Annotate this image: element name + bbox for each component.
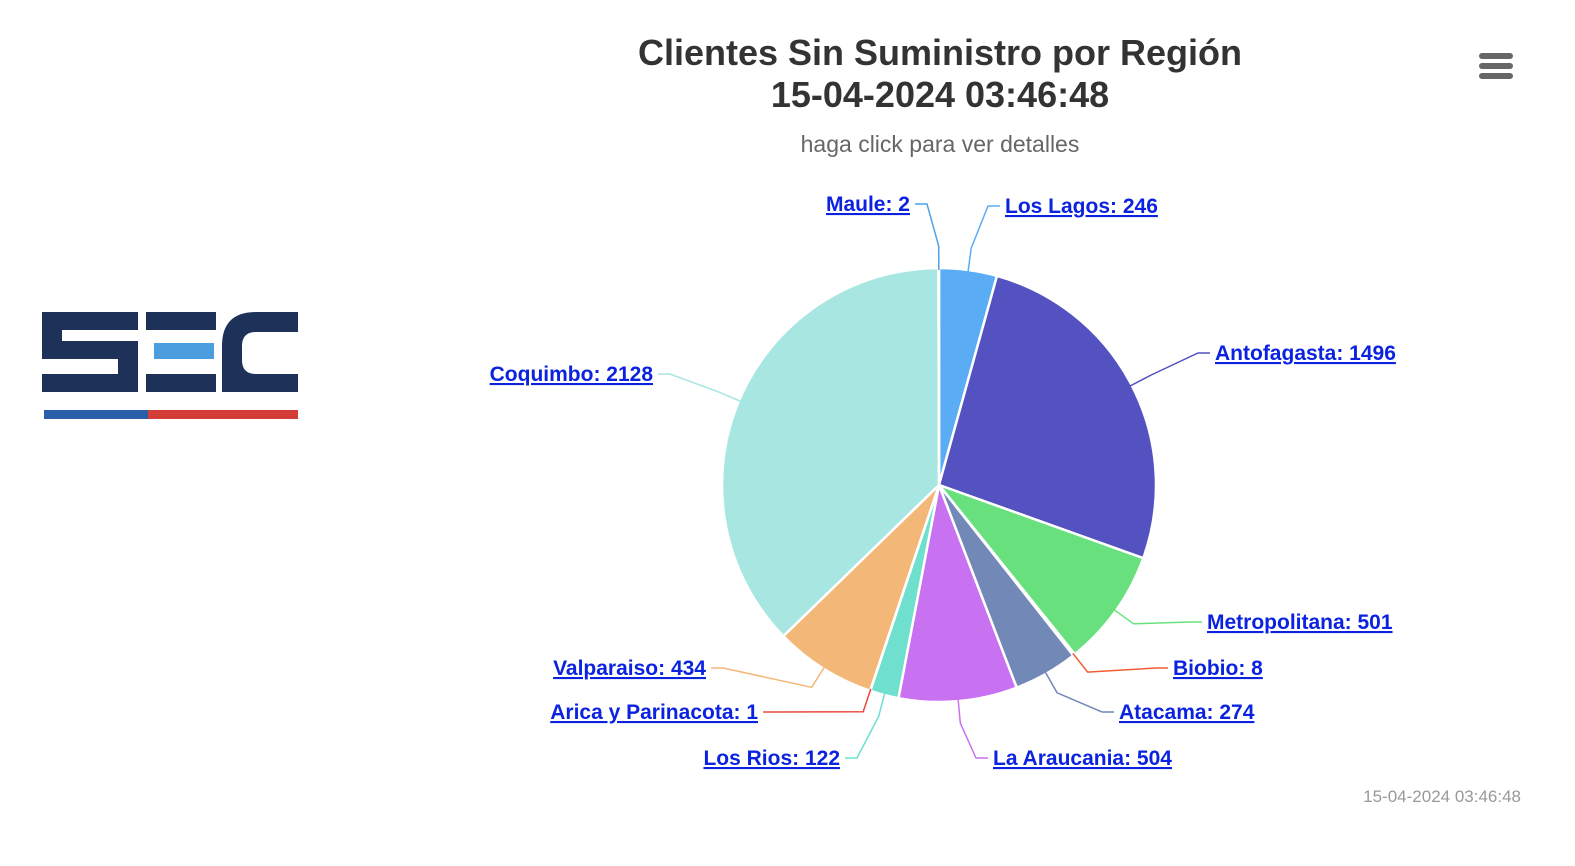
logo-letter-e-middle bbox=[154, 343, 214, 359]
logo-letter-e-bottom bbox=[146, 374, 216, 392]
data-label-antofagasta[interactable]: Antofagasta: 1496 bbox=[1215, 342, 1396, 365]
pie-connectors bbox=[658, 203, 1210, 759]
menu-bar-middle bbox=[1479, 63, 1513, 69]
data-label-los-lagos[interactable]: Los Lagos: 246 bbox=[1005, 195, 1158, 218]
connector-arica-y-parinacota bbox=[763, 688, 872, 713]
chart-credits-timestamp: 15-04-2024 03:46:48 bbox=[1363, 787, 1521, 806]
menu-bar-bottom bbox=[1479, 73, 1513, 79]
chart-title: Clientes Sin Suministro por Región 15-04… bbox=[440, 32, 1440, 116]
connector-antofagasta bbox=[1129, 352, 1210, 387]
data-label-atacama[interactable]: Atacama: 274 bbox=[1119, 701, 1255, 724]
connector-los-lagos bbox=[967, 205, 1000, 273]
data-label-arica-y-parinacota[interactable]: Arica y Parinacota: 1 bbox=[550, 701, 758, 724]
data-label-coquimbo[interactable]: Coquimbo: 2128 bbox=[490, 363, 654, 386]
chart-subtitle: haga click para ver detalles bbox=[800, 131, 1080, 157]
connector-maule bbox=[915, 203, 940, 271]
chart-title-datetime: 15-04-2024 03:46:48 bbox=[770, 74, 1110, 115]
connector-los-rios bbox=[845, 692, 886, 759]
chart-title-text: Clientes Sin Suministro por Región bbox=[637, 32, 1243, 73]
connector-metropolitana bbox=[1113, 609, 1202, 625]
connector-coquimbo bbox=[658, 373, 742, 403]
logo-stripe-blue bbox=[44, 410, 148, 419]
data-label-biobio[interactable]: Biobio: 8 bbox=[1173, 657, 1263, 680]
logo-letter-s bbox=[42, 312, 138, 392]
connector-la-araucania bbox=[957, 699, 988, 759]
pie-data-labels: Los Lagos: 246 Antofagasta: 1496 Metropoli… bbox=[490, 193, 1396, 770]
hamburger-menu-icon[interactable] bbox=[1474, 46, 1518, 86]
data-label-maule[interactable]: Maule: 2 bbox=[826, 193, 910, 216]
pie-slices bbox=[720, 266, 1158, 704]
connector-atacama bbox=[1044, 671, 1114, 713]
logo-stripe-red bbox=[148, 410, 298, 419]
data-label-los-rios[interactable]: Los Rios: 122 bbox=[703, 747, 840, 770]
connector-biobio bbox=[1072, 652, 1168, 673]
data-label-la-araucania[interactable]: La Araucania: 504 bbox=[993, 747, 1172, 770]
logo-letter-c bbox=[222, 312, 298, 392]
data-label-valparaiso[interactable]: Valparaiso: 434 bbox=[553, 657, 706, 680]
menu-bar-top bbox=[1479, 53, 1513, 59]
logo-letter-e-top bbox=[146, 312, 216, 330]
sec-logo bbox=[42, 312, 298, 419]
connector-valparaiso bbox=[711, 666, 826, 689]
data-label-metropolitana[interactable]: Metropolitana: 501 bbox=[1207, 611, 1393, 634]
